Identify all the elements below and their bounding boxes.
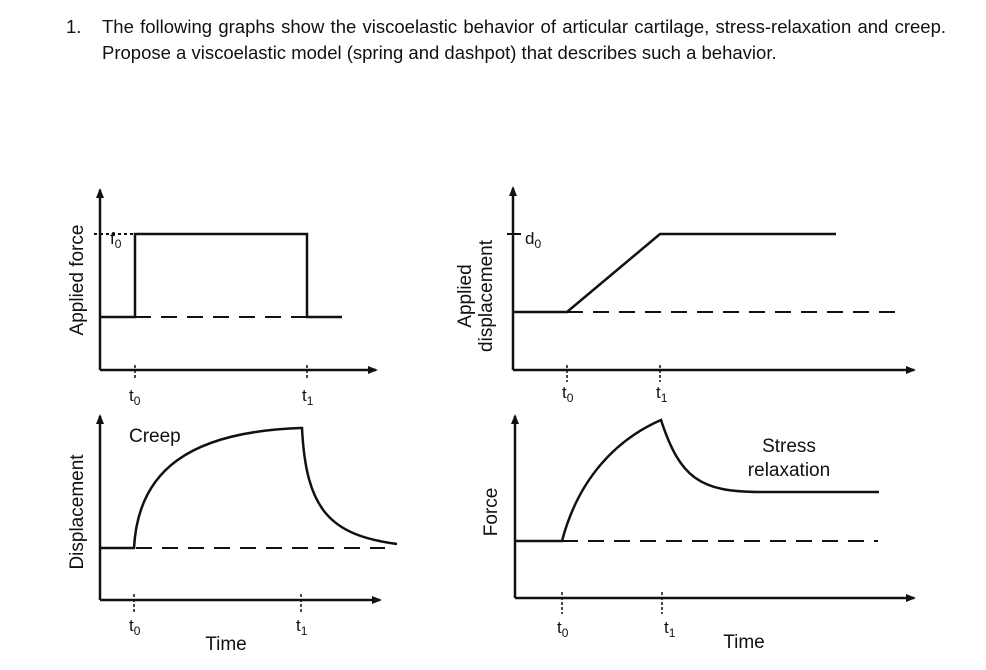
level-label: f0 [110, 229, 122, 251]
panel-applied-force: f0 t0 t1 Applied force [67, 188, 378, 408]
creep-annotation: Creep [129, 426, 181, 447]
t1-label: t1 [296, 616, 308, 638]
y-axis-label-line1: Applied [455, 264, 476, 327]
t0-label: t0 [562, 383, 574, 405]
y-axis-label: Force [481, 488, 502, 537]
creep-curve [100, 426, 398, 550]
question: 1. The following graphs show the viscoel… [66, 14, 946, 66]
x-axis-label: Time [723, 632, 765, 653]
panel-stress-relaxation: t0 t1 Stress relaxation Time Force [481, 414, 916, 653]
t1-label: t1 [656, 383, 668, 405]
t0-label: t0 [557, 618, 569, 640]
t0-label: t0 [129, 386, 141, 408]
y-axis-label: Displacement [67, 454, 88, 570]
y-axis-label-line2: displacement [476, 239, 497, 352]
panel-creep: t0 t1 Creep Time Displacement [67, 414, 398, 655]
displacement-curve [513, 232, 836, 314]
question-text: The following graphs show the viscoelast… [102, 16, 946, 63]
t1-label: t1 [664, 618, 676, 640]
x-axis-label: Time [205, 634, 247, 655]
level-label: d0 [525, 229, 541, 251]
question-number: 1. [66, 16, 82, 37]
y-axis-label: Applied force [67, 225, 88, 336]
t1-label: t1 [302, 386, 314, 408]
relaxation-annotation-line1: Stress [762, 436, 816, 457]
panel-applied-displacement: d0 t0 t1 Applied displacement [455, 186, 916, 405]
force-curve [100, 232, 342, 319]
t0-label: t0 [129, 616, 141, 638]
relaxation-curve [515, 418, 879, 543]
relaxation-annotation-line2: relaxation [748, 460, 830, 481]
